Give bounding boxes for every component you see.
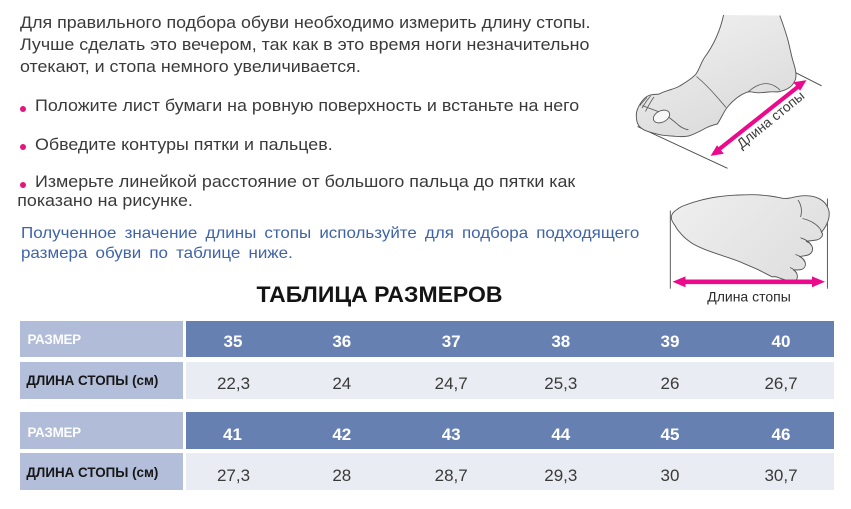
svg-text:Длина стопы: Длина стопы	[734, 88, 807, 151]
svg-text:Длина стопы: Длина стопы	[707, 289, 791, 305]
